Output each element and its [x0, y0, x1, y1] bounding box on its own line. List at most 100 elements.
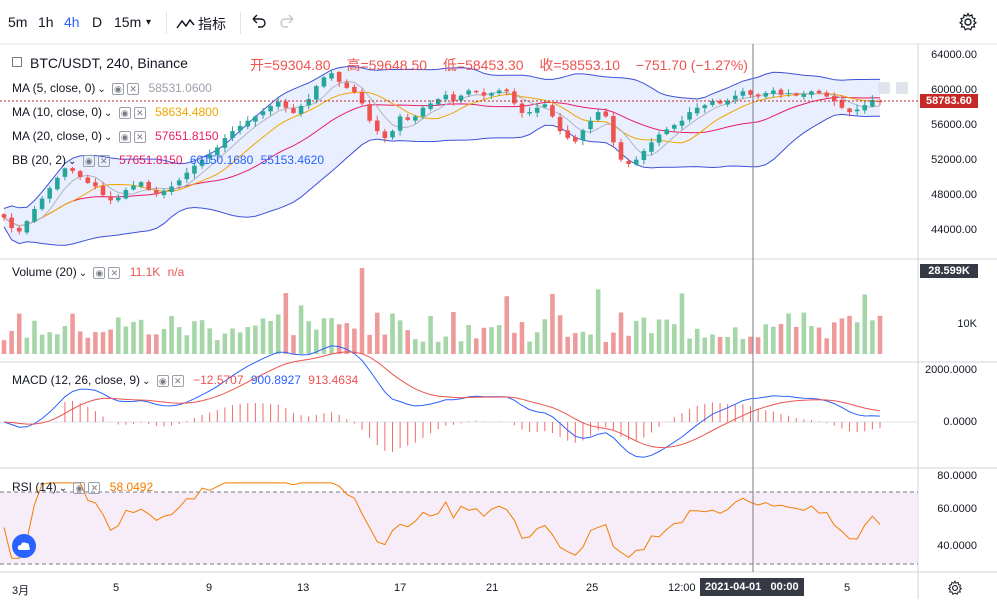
volume-bar: [588, 334, 593, 354]
candle-body: [336, 72, 342, 82]
pane-maximize-icon[interactable]: [896, 82, 908, 94]
candle: [519, 100, 525, 118]
candle-body: [77, 171, 83, 177]
candle: [131, 180, 136, 191]
candle-body: [47, 188, 52, 199]
pane-arrow-up-icon[interactable]: [878, 82, 890, 94]
legend-value-lower: 55153.4620: [260, 153, 325, 167]
chevron-down-icon[interactable]: ⌄: [142, 376, 151, 387]
collapse-legend-icon[interactable]: [12, 57, 22, 67]
close-icon[interactable]: ✕: [97, 154, 110, 167]
legend-volume[interactable]: Volume (20) ⌄ ◉ ✕ 11.1K n/a: [12, 265, 184, 281]
candle-body: [473, 90, 479, 93]
volume-bar: [215, 339, 220, 354]
candle-body: [451, 94, 456, 101]
volume-bar: [253, 325, 258, 354]
legend-ma5[interactable]: MA (5, close, 0) ⌄ ◉ ✕ 58531.0600: [12, 81, 212, 97]
axis-settings-button[interactable]: [947, 580, 963, 601]
interval-1h[interactable]: 1h: [38, 14, 54, 30]
visibility-eye-icon[interactable]: ◉: [118, 106, 131, 119]
chevron-down-icon[interactable]: ⌄: [97, 84, 106, 95]
candle-body: [656, 134, 662, 143]
change-value: −751.70 (−1.27%): [635, 57, 748, 73]
legend-value-upper: 60150.1680: [189, 153, 254, 167]
volume-bar: [47, 332, 52, 354]
redo-button[interactable]: [280, 13, 296, 32]
candle-body: [161, 190, 167, 196]
volume-bar: [755, 337, 761, 354]
close-icon[interactable]: ✕: [133, 106, 146, 119]
candle: [466, 88, 471, 98]
legend-macd[interactable]: MACD (12, 26, close, 9) ⌄ ◉ ✕ −12.5707 900…: [12, 373, 358, 389]
indicators-label: 指标: [198, 16, 226, 32]
candle: [793, 92, 799, 97]
candle-body: [755, 94, 761, 97]
volume-bar: [390, 313, 395, 354]
close-icon[interactable]: ✕: [133, 130, 146, 143]
symbol-title[interactable]: BTC/USDT, 240, Binance: [30, 55, 188, 71]
close-icon[interactable]: ✕: [108, 266, 121, 279]
undo-button[interactable]: [250, 13, 266, 32]
legend-label: MA (5, close, 0): [12, 81, 96, 95]
legend-bb[interactable]: BB (20, 2) ⌄ ◉ ✕ 57651.8150 60150.1680 551…: [12, 153, 324, 169]
close-icon[interactable]: ✕: [127, 82, 140, 95]
candle: [603, 108, 609, 118]
price-tick: 48000.00: [931, 189, 977, 201]
visibility-eye-icon[interactable]: ◉: [73, 481, 86, 494]
close-icon[interactable]: ✕: [171, 374, 184, 387]
legend-ma20[interactable]: MA (20, close, 0) ⌄ ◉ ✕ 57651.8150: [12, 129, 219, 145]
bb-upper-line: [3, 66, 880, 209]
candle: [268, 103, 273, 116]
chevron-down-icon[interactable]: ⌄: [58, 483, 68, 494]
candle: [694, 103, 700, 117]
candle-body: [397, 116, 403, 131]
chevron-down-icon[interactable]: ⌄: [78, 268, 88, 279]
indicators-button[interactable]: 指标: [176, 14, 226, 34]
volume-bar: [786, 313, 791, 354]
candle-body: [222, 138, 228, 148]
chevron-down-icon[interactable]: ⌄: [104, 108, 113, 119]
visibility-eye-icon[interactable]: ◉: [82, 154, 95, 167]
candle-body: [595, 112, 601, 120]
volume-bar: [344, 323, 350, 354]
time-tick: 21: [486, 582, 499, 594]
candle: [336, 71, 342, 87]
candle-body: [672, 125, 677, 129]
candle-body: [489, 93, 494, 96]
visibility-eye-icon[interactable]: ◉: [93, 266, 106, 279]
candle: [382, 128, 388, 143]
candle: [588, 117, 593, 134]
volume-bar: [397, 320, 403, 354]
volume-bar: [580, 331, 586, 354]
visibility-eye-icon[interactable]: ◉: [156, 374, 169, 387]
legend-rsi[interactable]: RSI (14) ⌄ ◉ ✕ 58.0492: [12, 480, 153, 496]
candle-body: [382, 131, 388, 139]
cloud-logo-icon[interactable]: [12, 534, 36, 558]
close-icon[interactable]: ✕: [88, 481, 101, 494]
volume-bar: [710, 334, 715, 354]
volume-bar: [542, 319, 548, 354]
volume-bar: [489, 327, 494, 354]
settings-button[interactable]: [958, 12, 978, 35]
visibility-eye-icon[interactable]: ◉: [118, 130, 131, 143]
interval-4h[interactable]: 4h: [64, 14, 80, 30]
candle-body: [329, 73, 334, 79]
interval-5m[interactable]: 5m: [8, 14, 28, 30]
interval-15m[interactable]: 15m: [114, 14, 142, 30]
volume-bar: [100, 332, 106, 354]
volume-series[interactable]: [1, 268, 883, 354]
candlestick-series[interactable]: [1, 70, 883, 235]
visibility-eye-icon[interactable]: ◉: [112, 82, 125, 95]
macd-tick: 0.0000: [943, 416, 977, 428]
interval-dropdown-icon[interactable]: ▾: [146, 17, 152, 28]
volume-bar: [496, 325, 502, 354]
volume-bar: [725, 336, 730, 354]
interval-d[interactable]: D: [92, 14, 103, 30]
chevron-down-icon[interactable]: ⌄: [68, 156, 77, 167]
volume-bar: [359, 268, 365, 354]
candle: [595, 108, 601, 122]
chevron-down-icon[interactable]: ⌄: [104, 132, 113, 143]
legend-label: Volume (20): [12, 265, 77, 279]
legend-ma10[interactable]: MA (10, close, 0) ⌄ ◉ ✕ 58634.4800: [12, 105, 219, 121]
